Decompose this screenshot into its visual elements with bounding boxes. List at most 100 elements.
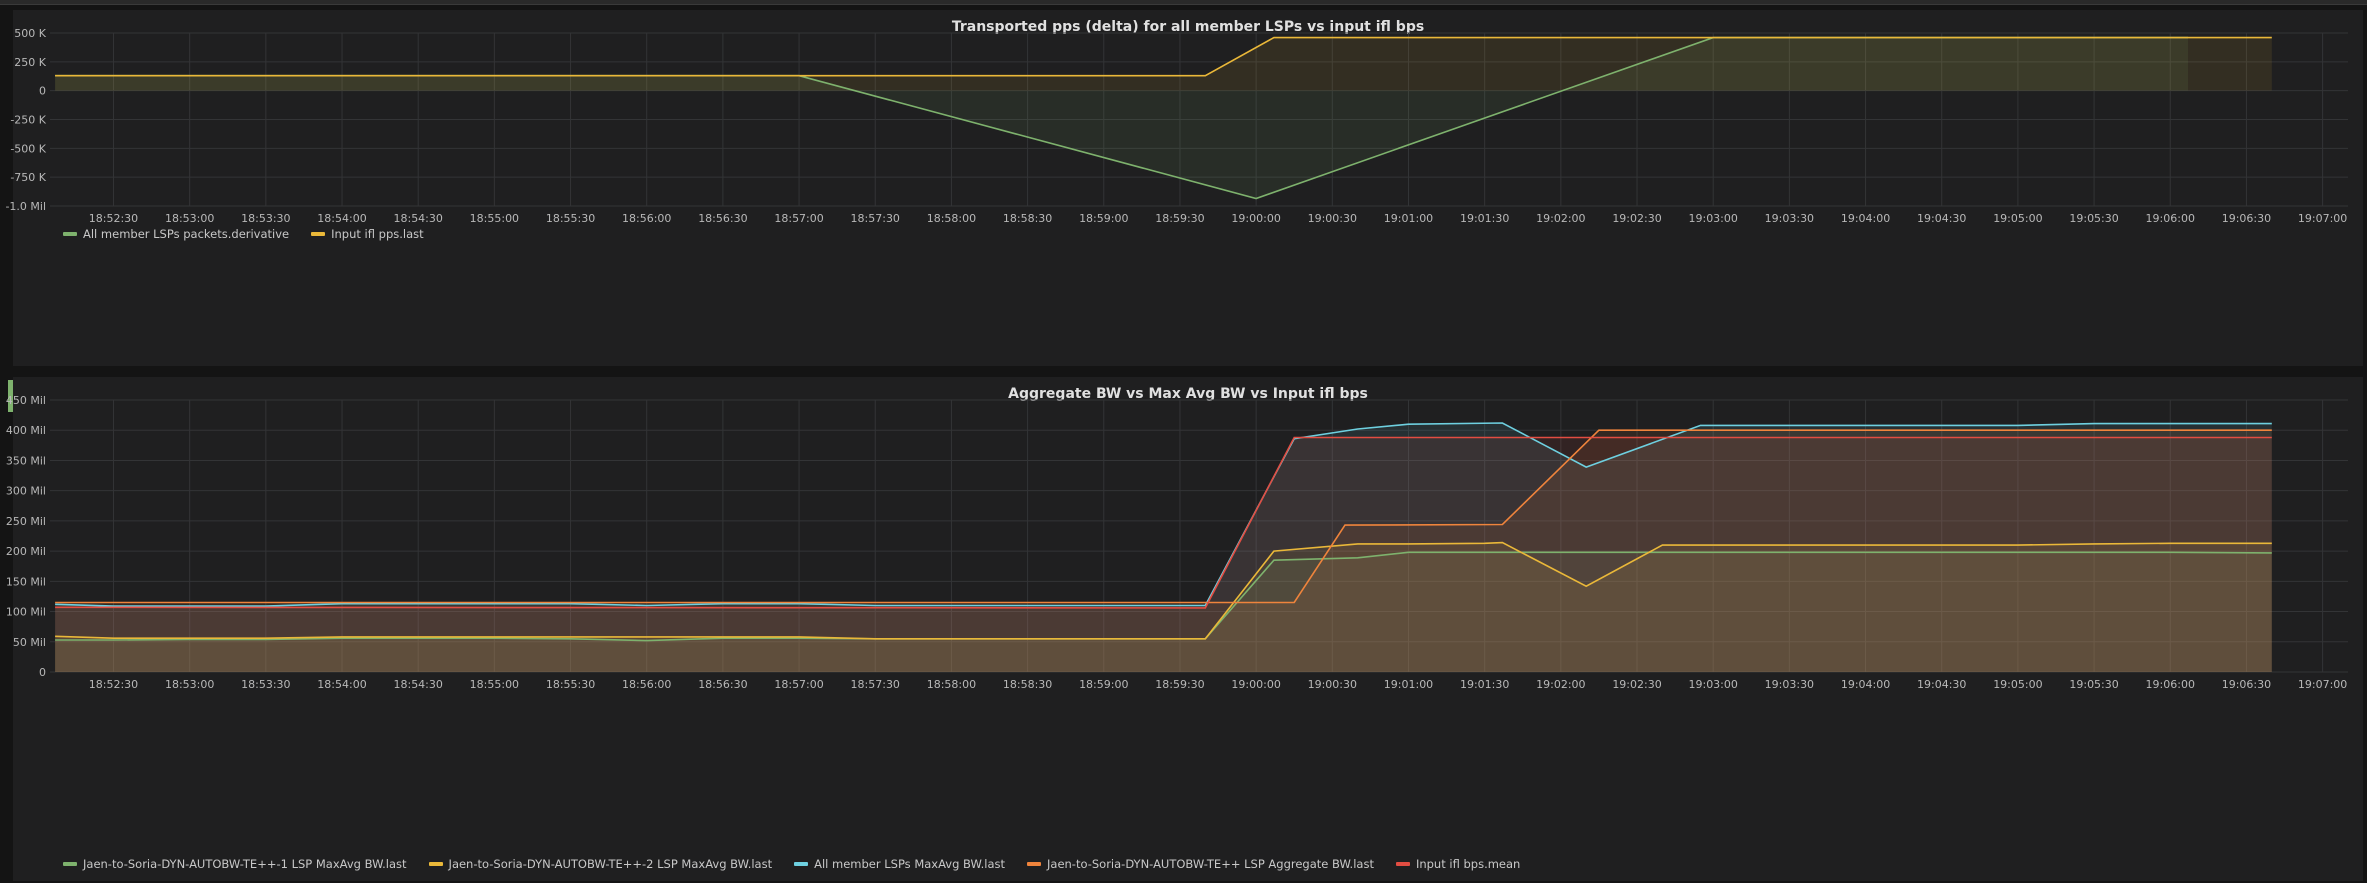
x-tick-label: 18:53:30 <box>241 212 290 225</box>
x-tick-label: 18:58:30 <box>1003 212 1052 225</box>
x-tick-label: 19:06:00 <box>2146 212 2195 225</box>
bandwidth-chart-legend: Jaen-to-Soria-DYN-AUTOBW-TE++-1 LSP MaxA… <box>63 857 1520 871</box>
x-tick-label: 18:56:30 <box>698 678 747 691</box>
series-areas <box>55 423 2272 672</box>
x-tick-label: 18:58:30 <box>1003 678 1052 691</box>
x-tick-label: 19:03:00 <box>1688 678 1737 691</box>
series-area <box>55 552 2272 672</box>
legend-label: All member LSPs packets.derivative <box>83 227 290 241</box>
series-area <box>55 437 2272 672</box>
x-tick-label: 18:57:00 <box>774 678 823 691</box>
legend-item-packets-derivative[interactable]: All member LSPs packets.derivative <box>63 227 289 241</box>
x-tick-label: 18:59:30 <box>1155 212 1204 225</box>
pps-panel: Transported pps (delta) for all member L… <box>5 10 2363 366</box>
pps-chart-legend: All member LSPs packets.derivative Input… <box>63 227 424 241</box>
pps-chart[interactable]: 500 K 250 K 0 -250 K -500 K -750 K -1.0 Mil 18:… <box>5 10 2363 366</box>
x-tick-label: 19:05:00 <box>1993 212 2042 225</box>
x-tick-label: 19:03:00 <box>1688 212 1737 225</box>
x-tick-label: 18:54:30 <box>393 212 442 225</box>
y-tick-label: 400 Mil <box>6 424 46 437</box>
x-tick-label: 19:02:00 <box>1536 678 1585 691</box>
y-tick-label: 0 <box>39 85 46 98</box>
x-tick-label: 19:01:00 <box>1384 678 1433 691</box>
series-line <box>55 429 2272 604</box>
x-tick-label: 19:00:00 <box>1231 678 1280 691</box>
x-tick-label: 18:59:30 <box>1155 678 1204 691</box>
x-tick-label: 19:07:00 <box>2298 212 2347 225</box>
y-tick-label: 300 Mil <box>6 485 46 498</box>
x-tick-label: 18:53:00 <box>165 212 214 225</box>
x-tick-label: 18:59:00 <box>1079 212 1128 225</box>
x-tick-label: 19:06:00 <box>2146 678 2195 691</box>
x-tick-label: 18:54:30 <box>393 678 442 691</box>
x-tick-label: 19:05:30 <box>2069 212 2118 225</box>
dashboard-top-bar <box>0 0 2367 5</box>
legend-item-input-ifl-bps[interactable]: Input ifl bps.mean <box>1395 857 1521 871</box>
series-line <box>55 422 2272 607</box>
legend-swatch <box>311 232 326 236</box>
y-tick-label: -500 K <box>10 142 46 155</box>
series-line <box>55 436 2272 609</box>
legend-swatch <box>428 862 443 866</box>
x-tick-label: 19:01:00 <box>1384 212 1433 225</box>
x-tick-label: 18:54:00 <box>317 678 366 691</box>
x-tick-label: 19:01:30 <box>1460 212 1509 225</box>
legend-label: All member LSPs MaxAvg BW.last <box>814 857 1005 871</box>
x-tick-label: 18:52:30 <box>89 212 138 225</box>
x-tick-label: 19:00:30 <box>1308 212 1357 225</box>
bandwidth-chart[interactable]: 450 Mil 400 Mil 350 Mil 300 Mil 250 Mil 200 M… <box>6 377 2363 881</box>
x-tick-label: 19:07:00 <box>2298 678 2347 691</box>
x-tick-label: 19:06:30 <box>2222 678 2271 691</box>
legend-swatch <box>1027 862 1041 866</box>
legend-swatch <box>63 862 77 866</box>
y-tick-label: -250 K <box>10 114 46 127</box>
y-tick-label: -1.0 Mil <box>5 200 46 213</box>
pps-panel-title[interactable]: Transported pps (delta) for all member L… <box>951 19 1425 35</box>
x-tick-label: 19:01:30 <box>1460 678 1509 691</box>
x-tick-label: 19:04:30 <box>1917 678 1966 691</box>
x-tick-label: 19:03:30 <box>1765 678 1814 691</box>
y-tick-label: 200 Mil <box>6 545 46 558</box>
x-tick-label: 18:54:00 <box>317 212 366 225</box>
legend-item-lsp2-maxavg[interactable]: Jaen-to-Soria-DYN-AUTOBW-TE++-2 LSP MaxA… <box>428 857 772 871</box>
bandwidth-panel: Aggregate BW vs Max Avg BW vs Input ifl … <box>6 377 2363 881</box>
legend-item-all-members-maxavg[interactable]: All member LSPs MaxAvg BW.last <box>794 857 1005 871</box>
x-tick-label: 18:57:30 <box>851 212 900 225</box>
x-tick-label: 18:55:00 <box>470 212 519 225</box>
legend-item-aggregate-bw[interactable]: Jaen-to-Soria-DYN-AUTOBW-TE++ LSP Aggreg… <box>1027 857 1374 871</box>
x-tick-label: 18:55:30 <box>546 212 595 225</box>
y-tick-label: 350 Mil <box>6 454 46 467</box>
x-tick-label: 19:04:00 <box>1841 212 1890 225</box>
legend-swatch <box>63 232 77 236</box>
series-area <box>55 423 2272 672</box>
legend-swatch <box>1395 862 1410 866</box>
panel-resize-handle[interactable] <box>8 380 13 412</box>
legend-item-lsp1-maxavg[interactable]: Jaen-to-Soria-DYN-AUTOBW-TE++-1 LSP MaxA… <box>63 857 407 871</box>
x-tick-label: 18:55:00 <box>470 678 519 691</box>
x-tick-label: 19:00:00 <box>1231 212 1280 225</box>
x-tick-label: 19:00:30 <box>1308 678 1357 691</box>
legend-label: Input ifl pps.last <box>331 227 424 241</box>
grid-lines <box>50 32 2348 207</box>
y-tick-label: 0 <box>39 666 46 679</box>
x-tick-label: 19:05:30 <box>2069 678 2118 691</box>
x-tick-label: 18:55:30 <box>546 678 595 691</box>
y-tick-label: -750 K <box>10 171 46 184</box>
y-tick-label: 100 Mil <box>6 606 46 619</box>
bandwidth-panel-title[interactable]: Aggregate BW vs Max Avg BW vs Input ifl … <box>1008 386 1368 402</box>
x-tick-label: 19:05:00 <box>1993 678 2042 691</box>
legend-item-input-ifl-pps[interactable]: Input ifl pps.last <box>311 227 424 241</box>
x-tick-label: 19:03:30 <box>1765 212 1814 225</box>
x-tick-label: 18:58:00 <box>927 678 976 691</box>
x-tick-label: 18:58:00 <box>927 212 976 225</box>
y-tick-label: 250 Mil <box>6 515 46 528</box>
x-tick-label: 18:56:30 <box>698 212 747 225</box>
y-tick-label: 500 K <box>14 27 46 40</box>
series-area <box>55 430 2272 672</box>
x-tick-label: 18:53:30 <box>241 678 290 691</box>
legend-label: Input ifl bps.mean <box>1415 857 1521 871</box>
y-tick-label: 50 Mil <box>13 636 46 649</box>
series-line <box>55 36 2272 77</box>
legend-swatch <box>794 862 809 866</box>
series-areas <box>55 37 2272 199</box>
